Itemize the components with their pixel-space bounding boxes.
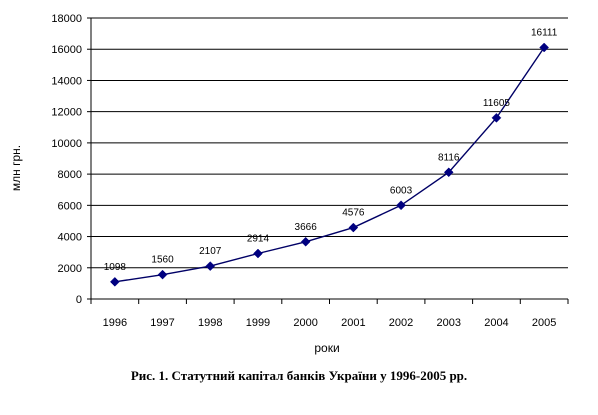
x-tick-label: 1998 <box>198 317 222 329</box>
y-tick-label: 4000 <box>58 232 82 244</box>
data-point <box>253 248 263 259</box>
data-label: 4576 <box>342 208 365 219</box>
y-tick-label: 2000 <box>58 263 82 275</box>
y-tick-label: 16000 <box>51 44 82 56</box>
x-tick-label: 1997 <box>150 317 174 329</box>
data-point <box>443 167 454 178</box>
data-label: 11605 <box>483 98 511 109</box>
x-tick-label: 2004 <box>484 317 508 329</box>
y-tick-label: 8000 <box>58 169 82 181</box>
figure-caption: Рис. 1. Статутний капітал банків України… <box>130 368 468 383</box>
gridlines <box>91 17 568 269</box>
y-tick-label: 14000 <box>51 75 82 87</box>
data-point <box>109 277 120 287</box>
data-label: 2107 <box>199 246 222 257</box>
x-tick-label: 2000 <box>293 317 317 329</box>
data-label: 1560 <box>151 255 174 266</box>
y-axis-title: млн грн. <box>9 145 23 191</box>
y-axis-ticks: 0 2000 4000 6000 8000 10000 12000 14000 16000 180… <box>51 13 91 306</box>
data-point <box>491 112 502 123</box>
y-tick-label: 10000 <box>51 138 82 150</box>
x-axis-ticks: 1996 1997 1998 1999 2000 2001 2002 2003 2004 2005 <box>90 299 569 329</box>
data-point <box>396 200 406 211</box>
data-label: 1098 <box>104 262 127 273</box>
series-line <box>114 47 545 283</box>
y-tick-label: 12000 <box>51 107 82 119</box>
x-tick-label: 1996 <box>103 317 127 329</box>
data-label: 3666 <box>295 222 318 233</box>
x-tick-label: 2002 <box>389 317 413 329</box>
data-point <box>300 236 311 247</box>
x-tick-label: 2005 <box>532 317 556 329</box>
x-axis-title: роки <box>314 341 339 355</box>
data-point <box>348 222 359 233</box>
x-tick-label: 2003 <box>437 317 461 329</box>
y-tick-label: 6000 <box>58 200 82 212</box>
data-label: 16111 <box>531 27 558 38</box>
data-labels: 1098 1560 2107 2914 3666 4576 6003 8116 11605 161… <box>104 27 558 272</box>
data-label: 8116 <box>438 152 460 163</box>
data-label: 2914 <box>247 234 270 245</box>
data-point <box>157 269 168 280</box>
data-label: 6003 <box>390 185 413 196</box>
x-tick-label: 2001 <box>341 317 365 329</box>
data-point <box>539 42 550 53</box>
plot-series <box>109 42 550 287</box>
x-tick-label: 1999 <box>246 317 270 329</box>
data-point <box>205 261 216 271</box>
y-tick-label: 0 <box>76 294 82 306</box>
y-tick-label: 18000 <box>51 13 82 25</box>
